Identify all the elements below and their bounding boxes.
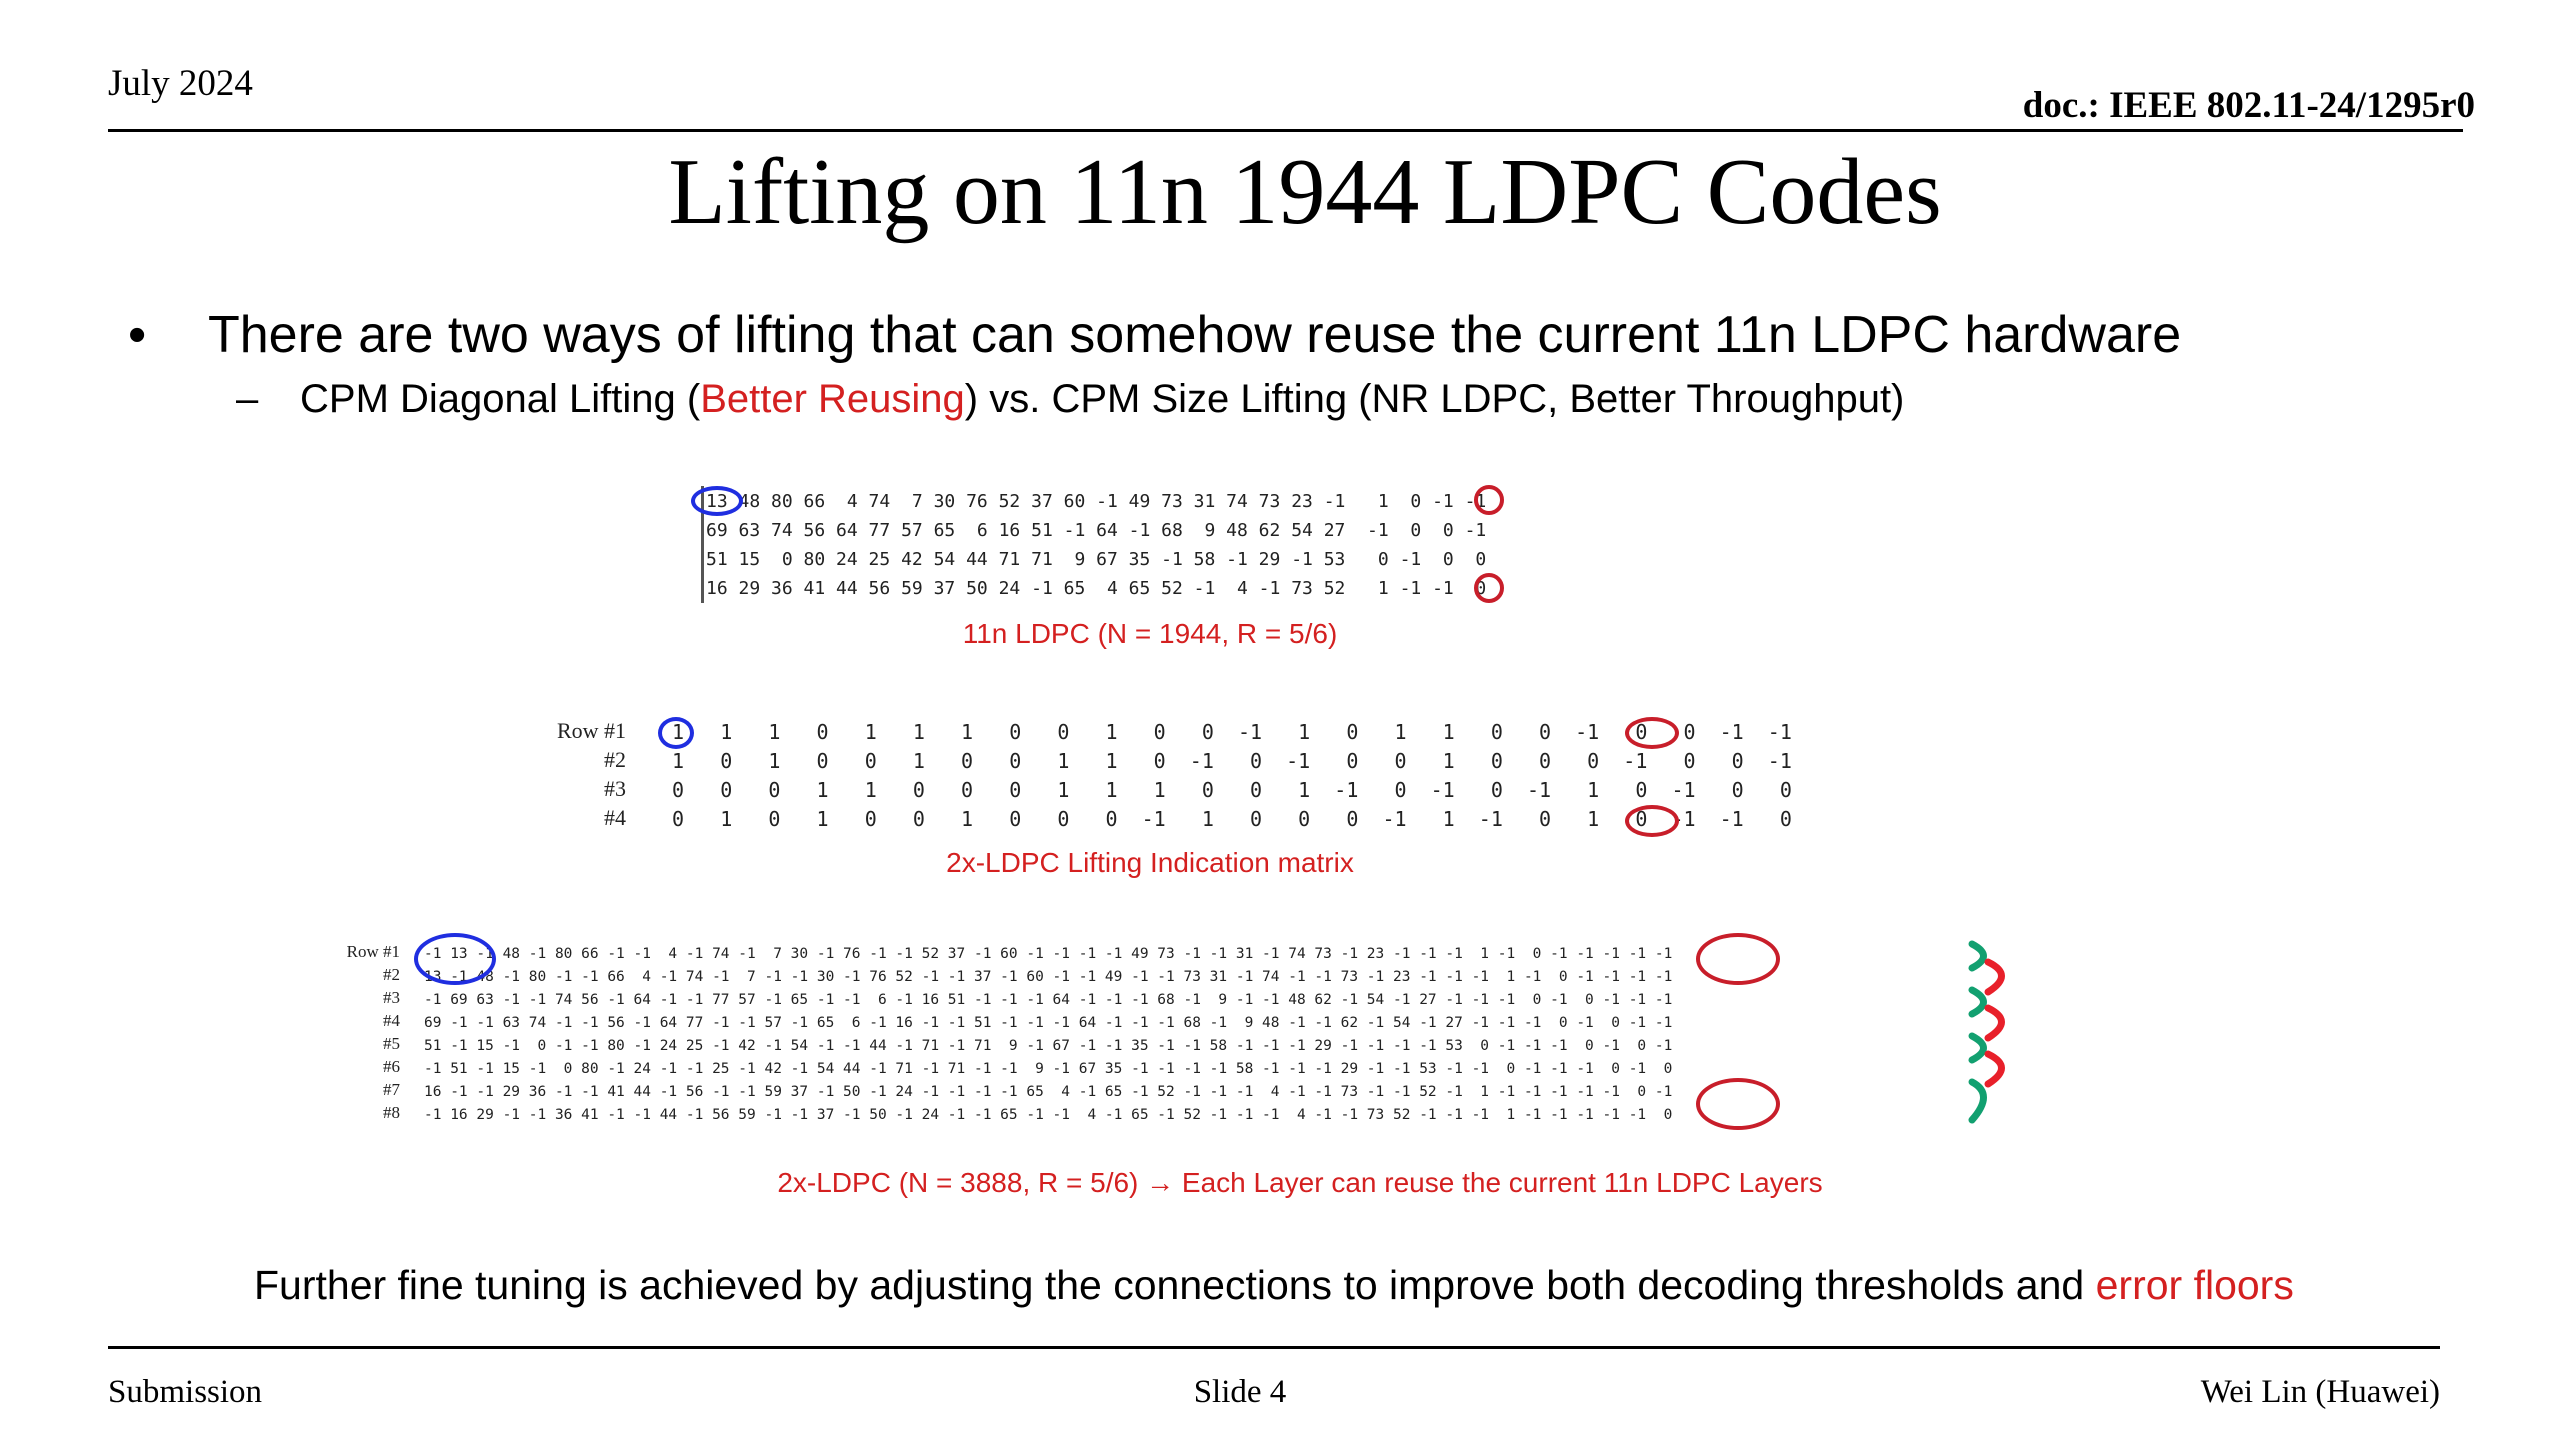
row-label: #5 (383, 1034, 400, 1053)
matrix2-caption: 2x-LDPC Lifting Indication matrix (946, 847, 1354, 878)
dash-icon: – (236, 377, 259, 421)
matrix3-caption: 2x-LDPC (N = 3888, R = 5/6) → Each Layer… (777, 1167, 1823, 1198)
matrix-row: -1 16 29 -1 -1 36 41 -1 -1 44 -1 56 59 -… (424, 1107, 1673, 1123)
matrix1-caption: 11n LDPC (N = 1944, R = 5/6) (962, 618, 1338, 649)
green-bracket-icon (1968, 1032, 1987, 1064)
matrix-row: 51 15 0 80 24 25 42 54 44 71 71 9 67 35 … (706, 549, 1487, 570)
matrix-bracket (701, 486, 704, 603)
red-circle-marker (1474, 573, 1504, 603)
green-bracket-icon (1968, 986, 1987, 1018)
red-bracket-icon (1984, 958, 2005, 996)
matrix-row: 1 1 1 0 1 1 1 0 0 1 0 0 -1 1 0 1 1 0 0 -… (660, 720, 1792, 744)
bullet-main: • There are two ways of lifting that can … (128, 305, 2181, 365)
row-label: #2 (604, 747, 626, 772)
red-circle-marker (1696, 1078, 1780, 1130)
blue-circle-marker (414, 933, 496, 985)
bullet-sub-highlight: Better Reusing (700, 377, 965, 421)
matrix-row: 69 63 74 56 64 77 57 65 6 16 51 -1 64 -1… (706, 520, 1487, 541)
matrix-row: -1 51 -1 15 -1 0 80 -1 24 -1 -1 25 -1 42… (424, 1061, 1673, 1077)
row-label: #3 (604, 776, 626, 801)
bullet-sub-text-a: CPM Diagonal Lifting ( (300, 377, 701, 421)
row-label: #7 (383, 1080, 400, 1099)
matrix-2x-ldpc: -1 13 -1 48 -1 80 66 -1 -1 4 -1 74 -1 7 … (424, 943, 1964, 1133)
matrix-row: 51 -1 15 -1 0 -1 -1 80 -1 24 25 -1 42 -1… (424, 1038, 1673, 1054)
matrix-row: 69 -1 -1 63 74 -1 -1 56 -1 64 77 -1 -1 5… (424, 1015, 1673, 1031)
slide-title: Lifting on 11n 1944 LDPC Codes (668, 140, 1942, 244)
row-label: #8 (383, 1103, 400, 1122)
closing-statement: Further fine tuning is achieved by adjus… (254, 1262, 2294, 1309)
bullet-dot-icon: • (128, 306, 147, 364)
row-label: #2 (383, 965, 400, 984)
row-label: Row #1 (556, 718, 626, 743)
red-circle-marker (1474, 485, 1504, 515)
blue-circle-marker (658, 717, 694, 749)
matrix-row: 13 48 80 66 4 74 7 30 76 52 37 60 -1 49 … (706, 491, 1487, 512)
red-circle-marker (1625, 805, 1679, 837)
bullet-sub: – CPM Diagonal Lifting (Better Reusing) v… (236, 377, 1904, 422)
closing-text: Further fine tuning is achieved by adjus… (254, 1262, 2096, 1308)
red-circle-marker (1625, 717, 1679, 749)
matrix-row: 16 29 36 41 44 56 59 37 50 24 -1 65 4 65… (706, 578, 1487, 599)
header-date: July 2024 (108, 63, 253, 104)
row-label: #4 (383, 1011, 400, 1030)
matrix-row: 0 0 0 1 1 0 0 0 1 1 1 0 0 1 -1 0 -1 0 -1… (660, 778, 1792, 802)
footer-slide-number: Slide 4 (1193, 1374, 1287, 1410)
matrix-row: 1 0 1 0 0 1 0 0 1 1 0 -1 0 -1 0 0 1 0 0 … (660, 749, 1792, 773)
green-bracket-icon (1968, 940, 1987, 972)
row-label: Row #1 (346, 942, 400, 961)
matrix-11n-ldpc: 13 48 80 66 4 74 7 30 76 52 37 60 -1 49 … (706, 487, 1626, 607)
row-label: #3 (383, 988, 400, 1007)
blue-circle-marker (691, 486, 743, 516)
matrix-row: -1 69 63 -1 -1 74 56 -1 64 -1 -1 77 57 -… (424, 992, 1673, 1008)
matrix-row: 16 -1 -1 29 36 -1 -1 41 44 -1 56 -1 -1 5… (424, 1084, 1673, 1100)
footer-left: Submission (108, 1374, 263, 1410)
red-circle-marker (1696, 933, 1780, 985)
row-label: #6 (383, 1057, 400, 1076)
red-bracket-icon (1984, 1050, 2005, 1088)
header-doc-number: doc.: IEEE 802.11-24/1295r0 (2022, 85, 2475, 126)
green-bracket-icon (1968, 1078, 1987, 1124)
bullet-main-text: There are two ways of lifting that can s… (208, 306, 2182, 364)
red-bracket-icon (1984, 1004, 2005, 1042)
bullet-sub-text-b: ) vs. CPM Size Lifting (NR LDPC, Better … (964, 377, 1905, 421)
closing-highlight: error floors (2095, 1262, 2294, 1308)
footer-author: Wei Lin (Huawei) (2200, 1374, 2440, 1410)
footer-rule (108, 1346, 2440, 1349)
row-label: #4 (604, 805, 626, 830)
header-rule (108, 129, 2463, 132)
